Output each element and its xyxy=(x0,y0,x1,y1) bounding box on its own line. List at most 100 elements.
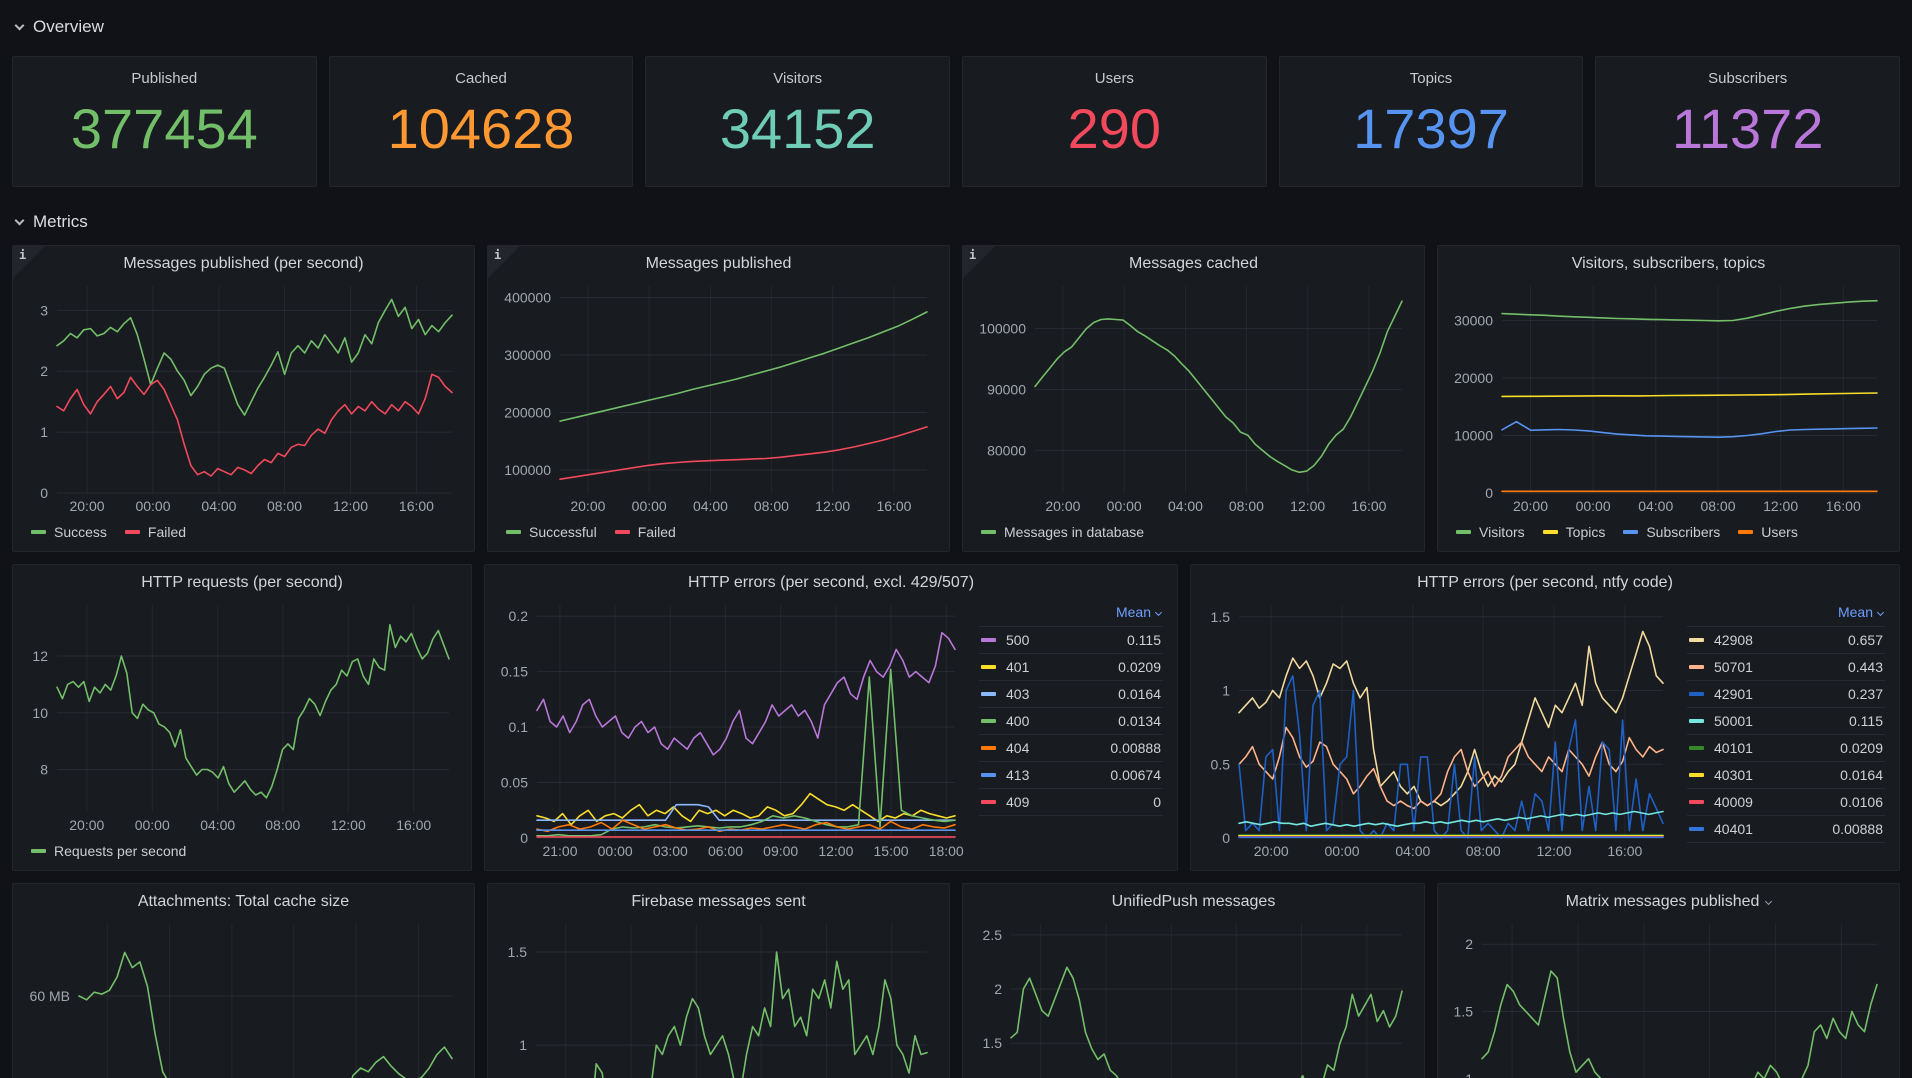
legend-table-row[interactable]: 42901 0.237 xyxy=(1687,681,1885,708)
legend-table-row[interactable]: 50001 0.115 xyxy=(1687,708,1885,735)
svg-text:00:00: 00:00 xyxy=(598,843,633,859)
panel-title[interactable]: Messages published (per second) xyxy=(123,255,364,272)
legend-table-row[interactable]: 40301 0.0164 xyxy=(1687,762,1885,789)
svg-text:0.2: 0.2 xyxy=(509,608,529,624)
legend-item[interactable]: Messages in database xyxy=(981,524,1144,540)
legend-mean-header[interactable]: Mean xyxy=(979,602,1163,627)
panel-title-with-menu[interactable]: Matrix messages published xyxy=(1448,889,1889,915)
legend-item[interactable]: Topics xyxy=(1542,524,1605,540)
svg-text:10000: 10000 xyxy=(1454,428,1493,444)
series-swatch xyxy=(1689,638,1704,642)
svg-text:0.05: 0.05 xyxy=(501,775,528,791)
series-name: 42908 xyxy=(1714,632,1753,648)
svg-text:00:00: 00:00 xyxy=(632,498,667,514)
section-header-metrics[interactable]: Metrics xyxy=(12,209,1900,235)
panel-title[interactable]: Messages cached xyxy=(1129,255,1258,272)
series-name: 500 xyxy=(1006,632,1030,648)
series-name: 404 xyxy=(1006,740,1030,756)
series-mean-value: 0.00888 xyxy=(1832,821,1883,837)
series-swatch xyxy=(1689,692,1704,696)
overview-stat-row: Published 377454 Cached 104628 Visitors … xyxy=(12,56,1901,187)
legend-table-row[interactable]: 401 0.0209 xyxy=(979,654,1163,681)
panel-http-errors-excl: HTTP errors (per second, excl. 429/507) … xyxy=(484,564,1178,871)
chevron-down-icon[interactable] xyxy=(1765,897,1773,906)
legend-table-row[interactable]: 42908 0.657 xyxy=(1687,627,1885,654)
legend-table-row[interactable]: 40101 0.0209 xyxy=(1687,735,1885,762)
legend-mean-header[interactable]: Mean xyxy=(1687,602,1885,627)
legend-item[interactable]: Successful xyxy=(506,524,597,540)
series-swatch xyxy=(981,665,996,669)
time-series-plot[interactable]: 55 MB60 MB xyxy=(23,915,464,1078)
time-series-plot[interactable]: 100000 200000 300000 400000 20:00 00:00 04:00 0… xyxy=(498,277,939,519)
panel-title[interactable]: HTTP errors (per second, ntfy code) xyxy=(1417,574,1673,591)
stat-panel-visitors[interactable]: Visitors 34152 xyxy=(645,56,951,187)
panel-title[interactable]: UnifiedPush messages xyxy=(1111,893,1276,910)
stat-panel-topics[interactable]: Topics 17397 xyxy=(1278,56,1584,187)
series-name: 401 xyxy=(1006,659,1030,675)
series-swatch xyxy=(981,773,996,777)
panel-title[interactable]: Firebase messages sent xyxy=(631,893,806,910)
stat-panel-published[interactable]: Published 377454 xyxy=(12,56,317,187)
legend-table-row[interactable]: 404 0.00888 xyxy=(979,735,1163,762)
series-swatch xyxy=(981,719,996,723)
legend-table-row[interactable]: 40009 0.0106 xyxy=(1687,789,1885,816)
panel-messages-published-rate: i Messages published (per second) 0 1 2 3 20… xyxy=(12,245,475,552)
legend-item[interactable]: Failed xyxy=(124,524,186,540)
stat-panel-users[interactable]: Users 290 xyxy=(962,56,1267,187)
svg-text:3: 3 xyxy=(40,302,48,318)
svg-text:00:00: 00:00 xyxy=(1107,498,1142,514)
svg-text:0.5: 0.5 xyxy=(1211,756,1231,772)
stat-value: 290 xyxy=(1067,97,1162,160)
series-mean-value: 0.115 xyxy=(1849,713,1883,729)
svg-text:00:00: 00:00 xyxy=(1325,843,1360,859)
time-series-plot[interactable]: 0.511.52 xyxy=(1448,915,1889,1078)
time-series-plot[interactable]: 0 1 2 3 20:00 00:00 04:00 08:00 12:00 16:00 xyxy=(23,277,464,519)
stat-value: 377454 xyxy=(70,97,258,160)
series-mean-value: 0.0164 xyxy=(1840,767,1883,783)
info-icon[interactable]: i xyxy=(13,246,45,278)
legend-item[interactable]: Users xyxy=(1738,524,1798,540)
section-header-overview[interactable]: Overview xyxy=(12,14,1900,40)
panel-title[interactable]: Messages published xyxy=(645,255,792,272)
panel-title[interactable]: Visitors, subscribers, topics xyxy=(1571,255,1766,272)
legend-table-row[interactable]: 50701 0.443 xyxy=(1687,654,1885,681)
info-icon[interactable]: i xyxy=(963,246,995,278)
time-series-plot[interactable]: 80000 90000 100000 20:00 00:00 04:00 08:00 12:0… xyxy=(973,277,1414,519)
legend-table-row[interactable]: 403 0.0164 xyxy=(979,681,1163,708)
panel-matrix-messages: Matrix messages published 0.511.52 xyxy=(1437,883,1900,1078)
time-series-plot[interactable]: 8 10 12 20:00 00:00 04:00 08:00 12:00 16:00 xyxy=(23,596,461,838)
legend-table-row[interactable]: 413 0.00674 xyxy=(979,762,1163,789)
time-series-plot[interactable]: 0 0.05 0.1 0.15 0.2 21:00 00:00 03:00 06:00 09:00… xyxy=(495,596,967,864)
time-series-plot[interactable]: 0 10000 20000 30000 20:00 00:00 04:00 08:00 12:0… xyxy=(1448,277,1889,519)
series-swatch xyxy=(981,638,996,642)
svg-text:1: 1 xyxy=(40,424,48,440)
svg-text:16:00: 16:00 xyxy=(396,817,431,833)
panel-title[interactable]: Attachments: Total cache size xyxy=(137,893,350,910)
legend-table-row[interactable]: 409 0 xyxy=(979,789,1163,816)
legend-item[interactable]: Success xyxy=(31,524,107,540)
legend-item[interactable]: Requests per second xyxy=(31,843,186,859)
legend-table-row[interactable]: 40401 0.00888 xyxy=(1687,816,1885,843)
svg-text:80000: 80000 xyxy=(987,442,1026,458)
legend-item[interactable]: Subscribers xyxy=(1623,524,1720,540)
panel-title[interactable]: HTTP errors (per second, excl. 429/507) xyxy=(687,574,975,591)
legend-table-row[interactable]: 400 0.0134 xyxy=(979,708,1163,735)
panel-unifiedpush-messages: UnifiedPush messages 11.522.5 xyxy=(962,883,1425,1078)
time-series-plot[interactable]: 11.522.5 xyxy=(973,915,1414,1078)
series-mean-value: 0.443 xyxy=(1847,659,1883,675)
time-series-plot[interactable]: 0.511.5 xyxy=(498,915,939,1078)
svg-text:08:00: 08:00 xyxy=(754,498,789,514)
series-swatch xyxy=(981,530,996,534)
chevron-down-icon xyxy=(14,20,25,31)
svg-text:2: 2 xyxy=(994,981,1002,997)
panel-title[interactable]: HTTP requests (per second) xyxy=(141,574,343,591)
stat-panel-subscribers[interactable]: Subscribers 11372 xyxy=(1595,56,1901,187)
legend-table-row[interactable]: 500 0.115 xyxy=(979,627,1163,654)
time-series-plot[interactable]: 0 0.5 1 1.5 20:00 00:00 04:00 08:00 12:00 16:00 xyxy=(1201,596,1675,864)
info-icon[interactable]: i xyxy=(488,246,520,278)
series-name: 403 xyxy=(1006,686,1030,702)
legend-item[interactable]: Visitors xyxy=(1456,524,1525,540)
metrics-row-3: Attachments: Total cache size 55 MB60 MB… xyxy=(12,883,1900,1078)
stat-panel-cached[interactable]: Cached 104628 xyxy=(328,56,634,187)
legend-item[interactable]: Failed xyxy=(614,524,676,540)
